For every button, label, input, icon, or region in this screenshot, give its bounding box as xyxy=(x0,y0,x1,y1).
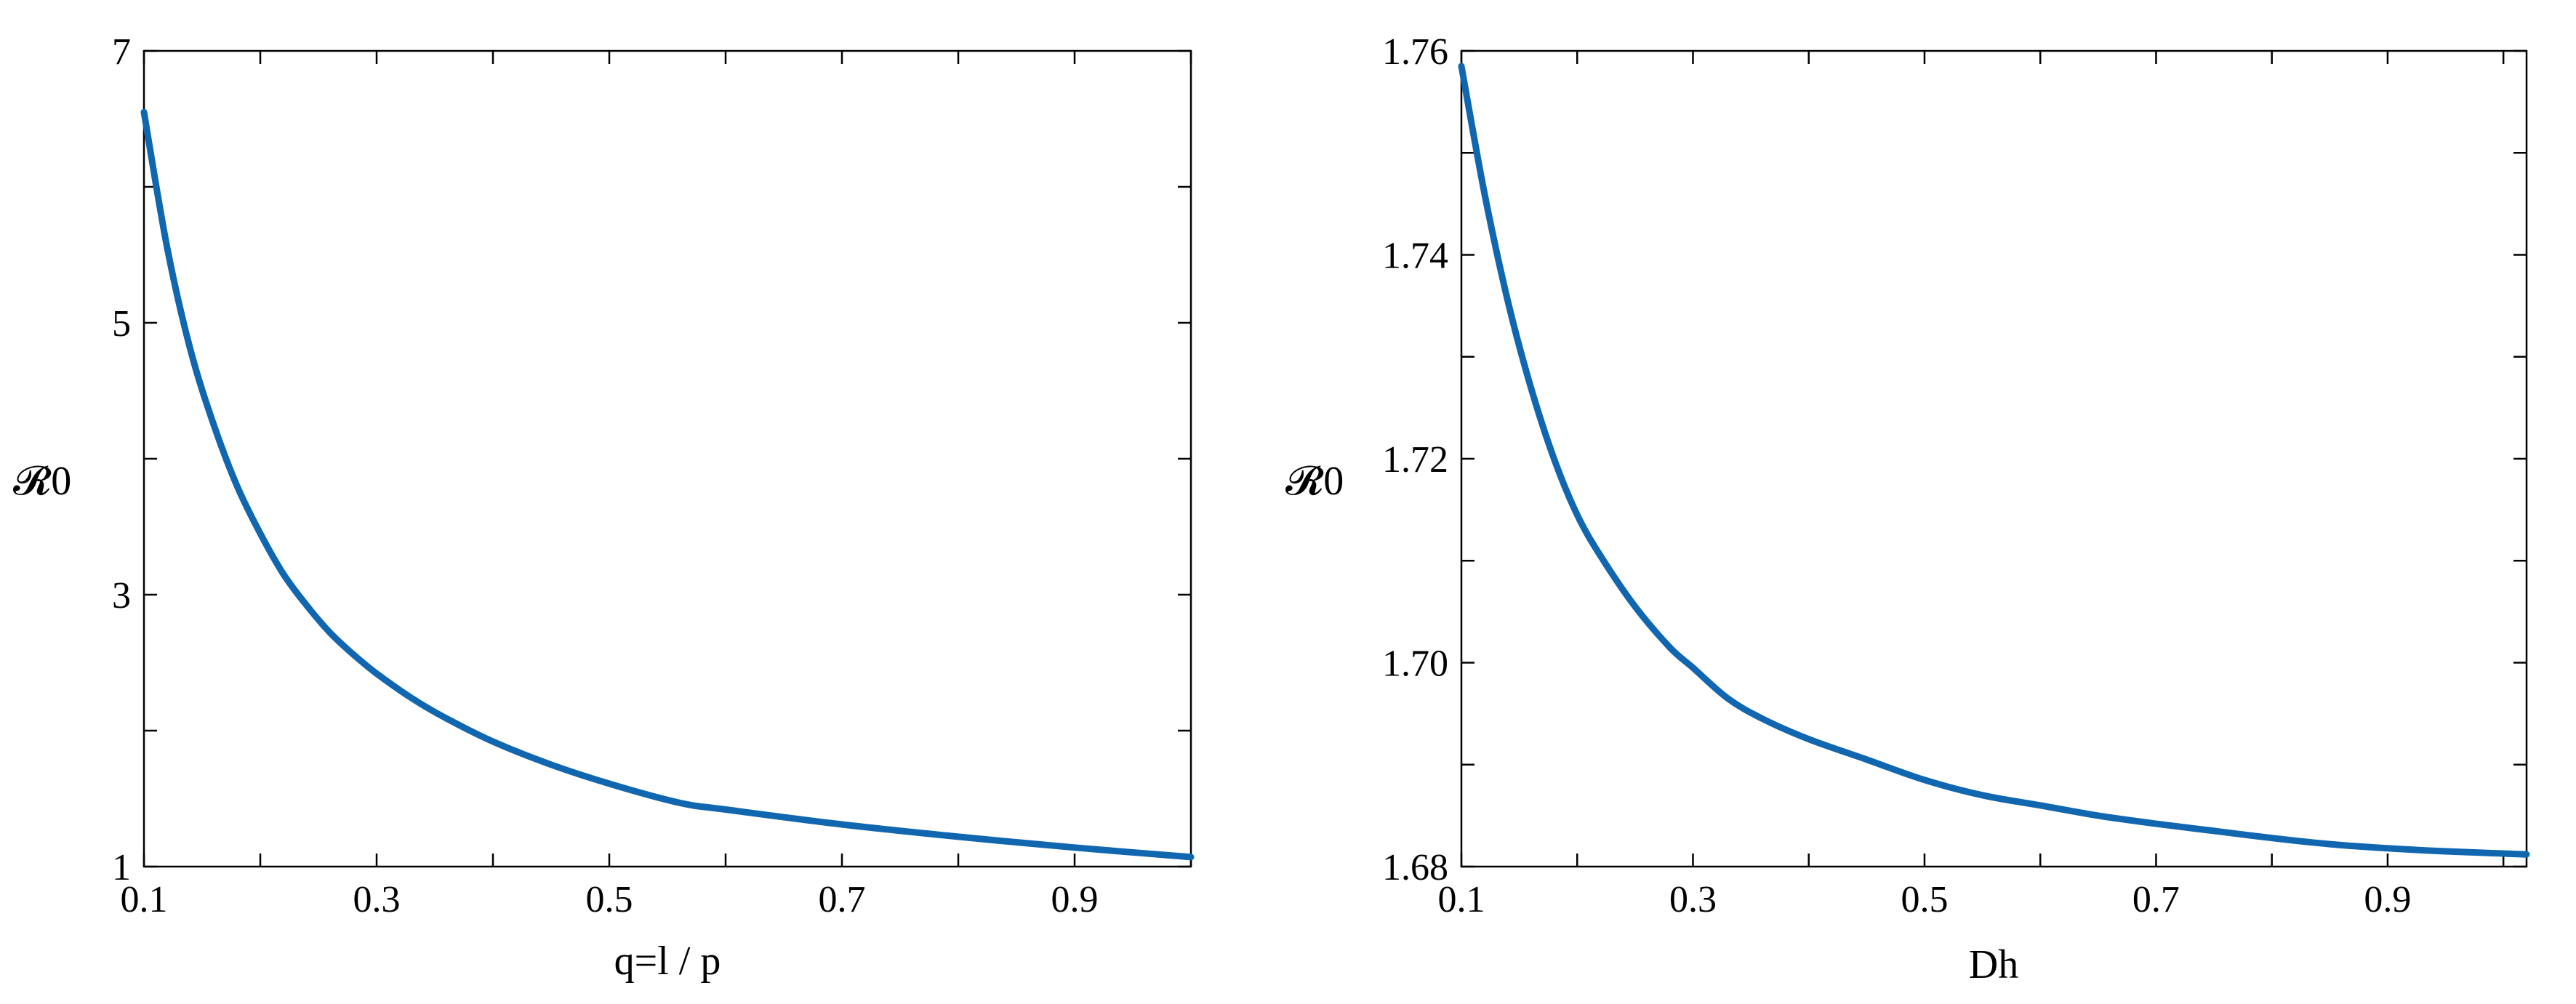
left-x-tick-label: 0.9 xyxy=(1051,879,1099,920)
right-y-tick-label: 1.70 xyxy=(1382,643,1448,685)
right-ticks xyxy=(1460,49,2527,868)
right-y-tick-label: 1.76 xyxy=(1382,31,1448,73)
right-x-tick-label: 0.9 xyxy=(2364,879,2411,920)
right-chart: 0.1 0.3 0.5 0.7 0.9 1.68 1.70 1.72 1.74 1.76 𝓡0 D… xyxy=(1285,31,2530,987)
left-chart: 0.1 0.3 0.5 0.7 0.9 1 3 5 7 𝓡0 q=l / p xyxy=(13,31,1195,984)
right-y-tick-label: 1.68 xyxy=(1382,847,1448,888)
left-ticks xyxy=(143,49,1192,868)
left-y-tick-label: 7 xyxy=(112,31,131,73)
right-x-tick-label: 0.1 xyxy=(1438,879,1485,920)
right-plot-frame xyxy=(1460,49,2528,868)
right-x-tick-label: 0.5 xyxy=(1901,879,1948,920)
right-y-tick-label: 1.72 xyxy=(1382,439,1448,481)
left-x-tick-label: 0.3 xyxy=(353,879,401,920)
right-x-axis-label: Dh xyxy=(1969,942,2018,987)
right-x-tick-label: 0.7 xyxy=(2132,879,2180,920)
left-plot-frame xyxy=(143,49,1192,868)
left-x-tick-label: 0.1 xyxy=(121,879,168,920)
right-tick-labels: 0.1 0.3 0.5 0.7 0.9 1.68 1.70 1.72 1.74 1.76 xyxy=(1382,31,2411,920)
right-x-tick-label: 0.3 xyxy=(1669,879,1717,920)
left-x-axis-label: q=l / p xyxy=(614,939,721,984)
right-y-tick-label: 1.74 xyxy=(1382,236,1448,277)
right-y-axis-label: 𝓡0 xyxy=(1285,459,1344,504)
left-y-tick-label: 5 xyxy=(112,303,131,345)
left-x-tick-label: 0.7 xyxy=(819,879,866,920)
left-y-axis-label: 𝓡0 xyxy=(13,459,71,504)
left-series-line xyxy=(140,108,1195,861)
left-y-tick-label: 3 xyxy=(112,575,131,617)
left-tick-labels: 0.1 0.3 0.5 0.7 0.9 1 3 5 7 xyxy=(112,31,1099,920)
left-y-tick-label: 1 xyxy=(112,847,131,888)
left-x-tick-label: 0.5 xyxy=(586,879,633,920)
right-series-line xyxy=(1458,63,2530,858)
